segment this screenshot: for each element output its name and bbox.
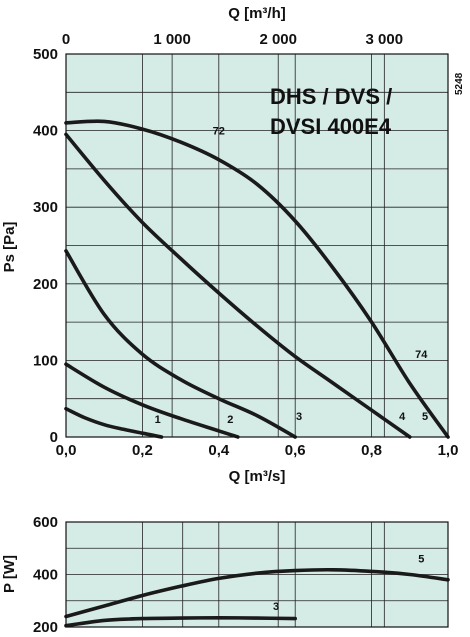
pressure-curves (64, 119, 450, 439)
y-tick-label: 400 (33, 123, 58, 140)
y-tick-label: 200 (33, 619, 58, 636)
curve-label: 3 (273, 601, 279, 613)
curve-label: 5 (422, 411, 428, 423)
y-tick-label: 600 (33, 514, 58, 531)
y-tick-label: 200 (33, 276, 58, 293)
power-curve-labels: 35 (273, 554, 424, 613)
top-tick-label: 3 000 (366, 31, 404, 48)
curve-3 (64, 615, 297, 628)
top-tick-label: 1 000 (153, 31, 191, 48)
figure-code: 5248 (454, 72, 465, 95)
curve-label: 5 (418, 554, 424, 566)
curve-label: 3 (296, 411, 302, 423)
curve-5 (64, 119, 450, 439)
pressure-x-ticks: 0,0 0,2 0,4 0,6 0,8 1,0 (56, 442, 459, 459)
curve-label: 74 (415, 349, 428, 361)
y-tick-label: 500 (33, 46, 58, 63)
y-tick-label: 0 (50, 429, 58, 446)
top-axis-label: Q [m³/h] (228, 5, 286, 22)
curve-1 (64, 406, 164, 439)
curve-5 (64, 567, 450, 619)
curve-label: 2 (227, 414, 233, 426)
power-plot-frame (65, 521, 449, 628)
curve-label: 72 (213, 125, 225, 137)
power-curves (64, 567, 450, 628)
model-title-line-1: DHS / DVS / (270, 84, 392, 109)
x-tick-label: 0,2 (132, 442, 153, 459)
x-axis-label: Q [m³/s] (229, 468, 286, 485)
y-tick-label: 300 (33, 199, 58, 216)
y-tick-label: 100 (33, 352, 58, 369)
pressure-y-ticks: 0 100 200 300 400 500 (33, 46, 58, 446)
power-y-axis-label: P [W] (1, 555, 18, 593)
pressure-plot-frame (65, 53, 449, 438)
top-tick-label: 2 000 (259, 31, 297, 48)
power-y-ticks: 200 400 600 (33, 514, 58, 636)
x-tick-label: 0,0 (56, 442, 77, 459)
top-tick-label: 0 (62, 31, 70, 48)
curve-2 (64, 362, 240, 439)
airflow-top-ticks: 0 1 000 2 000 3 000 (62, 31, 403, 48)
curve-label: 4 (399, 411, 406, 423)
y-axis-label: Ps [Pa] (1, 222, 18, 273)
x-tick-label: 0,6 (285, 442, 306, 459)
x-tick-label: 0,8 (361, 442, 382, 459)
x-tick-label: 0,4 (208, 442, 230, 459)
x-tick-label: 1,0 (438, 442, 459, 459)
model-title-line-2: DVSI 400E4 (270, 114, 392, 139)
pressure-chart: 0 100 200 300 400 500 0,0 0,2 0,4 0,6 0,8 1,0 0 1 0… (1, 5, 465, 485)
pressure-curve-labels: 1 2 3 4 5 72 74 (155, 125, 429, 426)
curve-4 (64, 132, 412, 439)
curve-label: 1 (155, 414, 161, 426)
curve-3 (64, 249, 297, 439)
y-tick-label: 400 (33, 567, 58, 584)
